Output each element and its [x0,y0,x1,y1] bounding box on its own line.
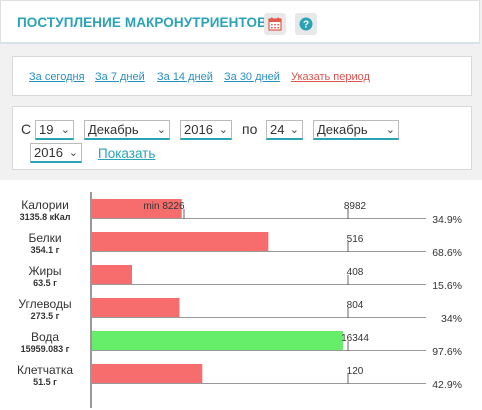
row-label: Клетчатка [17,363,73,377]
target-label: 408 [347,267,364,278]
help-button[interactable]: ? [295,13,317,35]
macronutrient-chart: Калории 3135.8 кКал 8982 min 8226 34.9% Белки… [0,180,482,410]
chevron-down-icon: ⌄ [68,147,78,159]
date-range-panel: С 19 ⌄ Декабрь ⌄ 2016 ⌄ по 24 ⌄ Декабрь ⌄ 201… [12,106,472,170]
target-label: 120 [347,366,364,377]
target-label: 516 [347,234,364,245]
bar [92,232,269,251]
bar [92,199,182,218]
row-amount: 63.5 г [33,278,57,288]
chevron-down-icon: ⌄ [289,124,299,136]
calendar-icon [268,17,282,31]
period-panel: За сегодня За 7 дней За 14 дней За 30 дн… [12,56,472,96]
row-amount: 3135.8 кКал [20,212,71,222]
chevron-down-icon: ⌄ [385,124,395,136]
bar [92,364,203,383]
row-percent: 68.6% [432,247,462,259]
bar [92,331,343,350]
min-label: min 8226 [143,201,185,212]
help-icon: ? [299,17,313,31]
row-label: Калории [21,198,69,212]
svg-text:?: ? [303,20,309,31]
row-amount: 273.5 г [31,311,60,321]
calendar-button[interactable] [264,13,286,35]
from-label: С [21,121,32,137]
row-percent: 15.6% [432,280,462,292]
row-label: Углеводы [18,297,71,311]
target-label: 16344 [341,333,369,344]
link-7-days[interactable]: За 7 дней [95,71,145,83]
row-amount: 354.1 г [31,245,60,255]
bar [92,265,132,284]
row-percent: 97.6% [432,346,462,358]
from-month-select[interactable]: Декабрь ⌄ [84,120,170,140]
row-percent: 34.9% [432,214,462,226]
bar [92,298,180,317]
row-percent: 42.9% [432,379,462,391]
row-label: Вода [31,330,59,344]
page-title: ПОСТУПЛЕНИЕ МАКРОНУТРИЕНТОВ [17,15,267,30]
chevron-down-icon: ⌄ [156,124,166,136]
show-link[interactable]: Показать [98,146,156,161]
row-percent: 34% [441,313,462,325]
row-amount: 51.5 г [33,377,57,387]
row-amount: 15959.083 г [21,344,70,354]
row-label: Белки [28,231,61,245]
chevron-down-icon: ⌄ [218,124,228,136]
target-label: 804 [347,300,364,311]
link-today[interactable]: За сегодня [29,71,85,83]
header-bar: ПОСТУПЛЕНИЕ МАКРОНУТРИЕНТОВ ? [0,0,480,44]
target-label: 8982 [344,201,367,212]
chevron-down-icon: ⌄ [60,124,70,136]
from-year-select[interactable]: 2016 ⌄ [180,120,232,140]
link-custom-period[interactable]: Указать период [291,71,370,83]
link-14-days[interactable]: За 14 дней [157,71,213,83]
to-label: по [242,121,258,137]
link-30-days[interactable]: За 30 дней [224,71,280,83]
to-month-select[interactable]: Декабрь ⌄ [313,120,399,140]
row-label: Жиры [28,264,61,278]
from-day-select[interactable]: 19 ⌄ [35,120,74,140]
to-year-select[interactable]: 2016 ⌄ [30,143,82,163]
to-day-select[interactable]: 24 ⌄ [266,120,303,140]
